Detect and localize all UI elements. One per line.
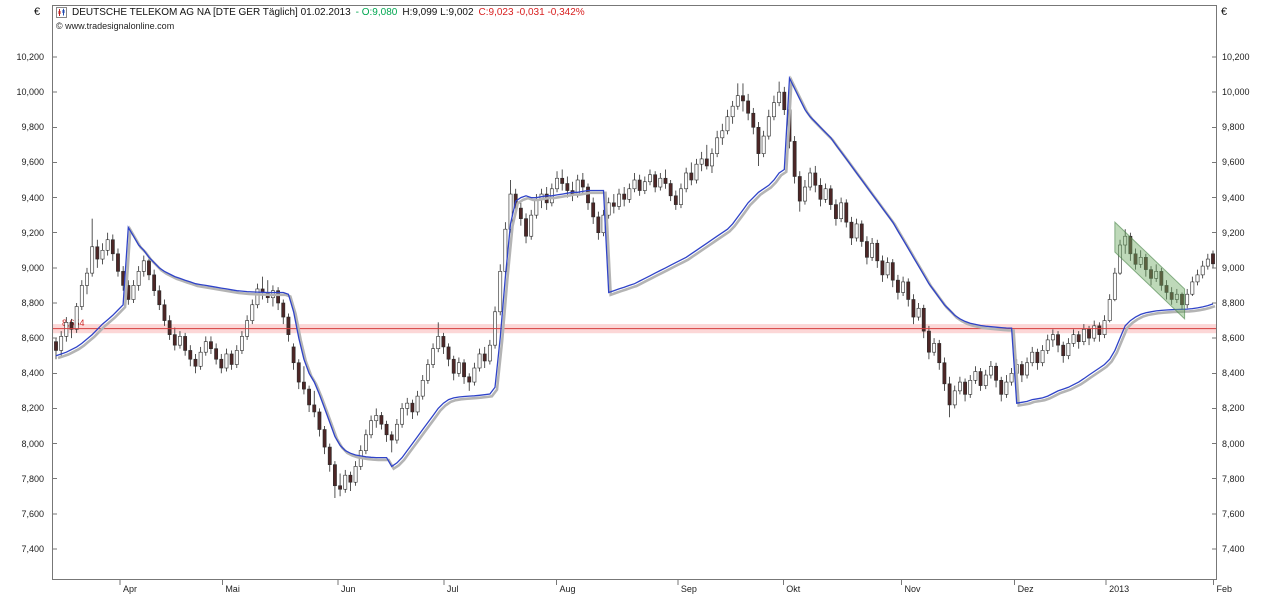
price-axis-tick-label: 9,000	[21, 262, 44, 273]
price-axis-tick-label: 8,800	[1222, 298, 1245, 308]
price-axis-tick-label: 8,000	[21, 438, 44, 449]
price-axis-tick-label: 9,200	[1222, 227, 1245, 238]
time-axis: Apr Mai Jun Jul Aug Sep Okt Nov Dez 2013 Feb	[0, 582, 1280, 598]
instrument-title: DEUTSCHE TELEKOM AG NA [DTE GER Täglich]…	[72, 7, 351, 18]
price-axis-tick-label: 10,200	[16, 52, 44, 62]
price-axis-tick-label: 9,400	[21, 192, 44, 203]
price-axis-tick-label: 9,600	[1222, 157, 1245, 168]
price-axis-tick-label: 8,400	[1222, 368, 1245, 379]
time-axis-tick-label: Feb	[1216, 584, 1233, 594]
price-axis-tick-label: 10,000	[16, 87, 44, 98]
price-axis-tick-label: 10,000	[1222, 87, 1250, 98]
price-axis-tick-label: 9,200	[21, 227, 44, 238]
price-axis-tick-label: 9,800	[21, 122, 44, 133]
left-price-axis: 10,200 10,000 9,800 9,600 9,400 9,200 9,000 8,8…	[0, 0, 48, 600]
right-price-axis: 10,200 10,000 9,800 9,600 9,400 9,200 9,000 8,8…	[1221, 0, 1277, 600]
price-axis-tick-label: 8,800	[21, 298, 44, 308]
price-axis-tick-label: 8,600	[1222, 333, 1245, 344]
time-axis-tick-label: Sep	[680, 584, 697, 594]
price-axis-tick-label: 9,600	[21, 157, 44, 168]
price-axis-tick-label: 8,200	[1222, 403, 1245, 414]
price-axis-tick-label: 9,400	[1222, 192, 1245, 203]
price-axis-tick-label: 8,600	[21, 333, 44, 344]
high-low-values: H:9,099 L:9,002	[402, 7, 474, 18]
copyright-watermark: © www.tradesignalonline.com	[56, 21, 175, 31]
chart-legend: DEUTSCHE TELEKOM AG NA [DTE GER Täglich]…	[56, 7, 585, 18]
price-axis-tick-label: 10,200	[1222, 52, 1250, 62]
price-axis-tick-label: 8,000	[1222, 438, 1245, 449]
price-axis-tick-label: 7,600	[1222, 508, 1245, 519]
time-axis-tick-label: 2013	[1109, 584, 1130, 594]
price-axis-tick-label: 7,400	[1222, 544, 1245, 554]
time-axis-tick-label: Jun	[341, 584, 356, 594]
price-axis-tick-label: 9,800	[1222, 122, 1245, 133]
open-value: - O:9,080	[355, 7, 398, 18]
price-axis-tick-label: 7,400	[21, 544, 44, 554]
price-axis-tick-label: 7,600	[21, 508, 44, 519]
time-axis-tick-label: Jul	[446, 584, 459, 594]
instrument-icon	[56, 7, 67, 18]
candlestick-chart[interactable]	[52, 5, 1217, 587]
price-axis-tick-label: 7,800	[1222, 473, 1245, 484]
price-axis-tick-label: 8,200	[21, 403, 44, 414]
time-axis-tick-label: Aug	[559, 584, 576, 594]
right-axis-currency-label: €	[1221, 6, 1228, 18]
time-axis-tick-label: Okt	[786, 584, 801, 594]
price-axis-tick-label: 8,400	[21, 368, 44, 379]
time-axis-tick-label: Dez	[1017, 584, 1034, 594]
price-axis-tick-label: 9,000	[1222, 262, 1245, 273]
close-change-values: C:9,023 -0,031 -0,342%	[478, 7, 585, 18]
time-axis-tick-label: Nov	[904, 584, 921, 594]
price-axis-tick-label: 7,800	[21, 473, 44, 484]
time-axis-tick-label: Mai	[225, 584, 240, 594]
left-axis-currency-label: €	[34, 6, 41, 18]
time-axis-tick-label: Apr	[123, 584, 138, 594]
